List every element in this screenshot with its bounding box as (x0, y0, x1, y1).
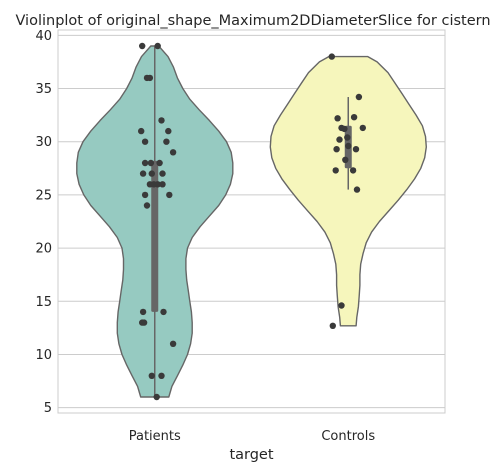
point-patients-12 (156, 159, 163, 167)
point-patients-26 (140, 319, 148, 326)
y-tick-10: 10 (35, 348, 52, 363)
y-tick-5: 5 (44, 401, 52, 416)
x-tick-controls: Controls (321, 429, 375, 444)
point-controls-11 (352, 146, 360, 153)
violins (76, 45, 427, 398)
y-tick-20: 20 (35, 242, 52, 257)
y-tick-35: 35 (35, 82, 52, 97)
x-tick-labels: Patients Controls (129, 429, 376, 444)
point-controls-10 (333, 146, 340, 153)
point-controls-16 (338, 302, 345, 309)
point-patients-21 (166, 191, 173, 199)
point-controls-17 (329, 322, 336, 329)
y-tick-labels: 5 10 15 20 25 30 35 40 (35, 29, 52, 416)
point-controls-2 (350, 114, 358, 121)
point-patients-18 (154, 181, 161, 188)
point-patients-14 (148, 170, 155, 177)
point-controls-13 (332, 167, 339, 174)
point-controls-0 (328, 53, 335, 60)
point-patients-13 (139, 170, 147, 177)
point-patients-27 (169, 340, 177, 347)
point-controls-9 (345, 142, 352, 150)
point-controls-4 (359, 124, 366, 132)
point-patients-11 (147, 159, 155, 167)
point-patients-0 (139, 42, 146, 50)
point-controls-14 (349, 167, 357, 174)
violin-controls (269, 55, 427, 327)
point-patients-8 (163, 138, 170, 145)
strip-points (138, 42, 366, 401)
point-patients-10 (141, 159, 149, 167)
point-controls-8 (336, 136, 343, 143)
y-tick-40: 40 (35, 29, 52, 44)
point-patients-6 (165, 127, 172, 135)
point-controls-7 (344, 134, 351, 141)
point-patients-20 (141, 191, 149, 199)
y-tick-25: 25 (35, 188, 52, 203)
iqr-box-patients (151, 160, 159, 312)
chart-title: Violinplot of original_shape_Maximum2DDi… (15, 13, 490, 29)
x-tick-patients: Patients (129, 429, 181, 444)
point-patients-23 (139, 308, 147, 316)
y-tick-15: 15 (35, 295, 52, 310)
point-controls-6 (341, 125, 348, 133)
point-patients-29 (158, 372, 165, 379)
point-patients-9 (169, 149, 177, 156)
point-patients-1 (154, 42, 161, 50)
point-patients-4 (158, 117, 165, 124)
point-patients-30 (153, 393, 160, 401)
point-controls-12 (342, 156, 349, 163)
point-patients-15 (159, 170, 166, 177)
point-patients-22 (143, 202, 151, 209)
point-patients-5 (138, 127, 145, 135)
x-axis-label: target (229, 447, 273, 463)
point-controls-1 (355, 93, 363, 101)
point-controls-15 (353, 186, 361, 193)
point-controls-3 (334, 115, 341, 122)
point-patients-24 (160, 308, 167, 316)
point-patients-28 (148, 372, 155, 379)
y-tick-30: 30 (35, 135, 52, 150)
plot-frame (57, 29, 446, 414)
point-patients-19 (159, 181, 166, 188)
point-patients-3 (146, 74, 154, 82)
point-patients-7 (141, 138, 149, 145)
